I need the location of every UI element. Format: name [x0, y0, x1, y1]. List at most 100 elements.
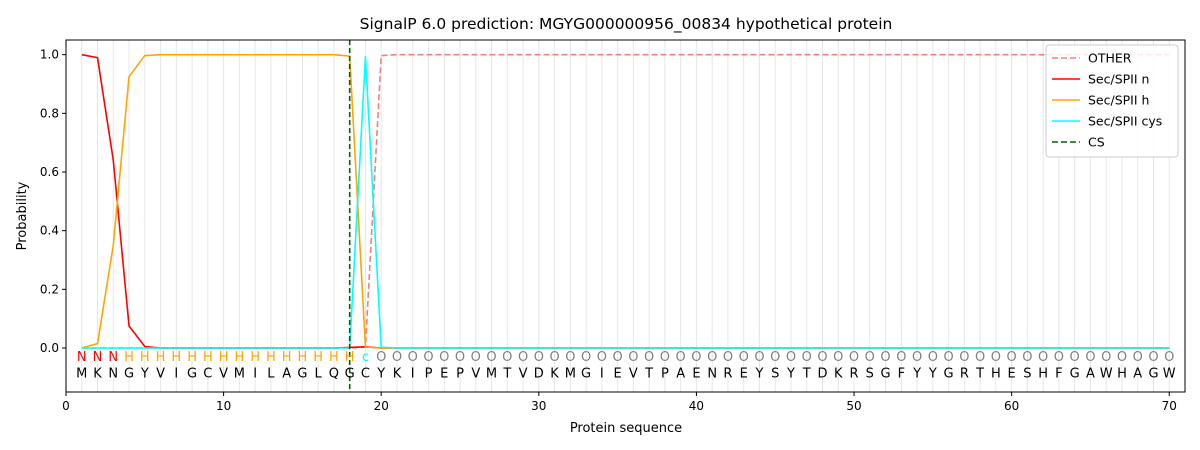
axes-frame [65, 39, 1186, 393]
region-label: O [1085, 350, 1095, 365]
y-tick-label: 0.4 [40, 224, 59, 238]
sequence-letter: W [1100, 366, 1113, 381]
region-label: O [1054, 350, 1064, 365]
sequence-letter: I [411, 366, 415, 381]
region-label: O [455, 350, 465, 365]
sequence-letter: Y [912, 366, 921, 381]
sequence-letter: H [1038, 366, 1048, 381]
region-label: O [1022, 350, 1032, 365]
sequence-letter: K [393, 366, 402, 381]
region-label: H [140, 350, 150, 365]
x-tick-label: 0 [62, 399, 70, 413]
region-label: O [502, 350, 512, 365]
sequence-letter: T [502, 366, 511, 381]
region-label: O [534, 350, 544, 365]
region-label: O [991, 350, 1001, 365]
sequence-letter: G [345, 366, 355, 381]
sequence-letter: P [661, 366, 669, 381]
x-tick-label: 30 [531, 399, 546, 413]
sequence-letter: D [817, 366, 827, 381]
sequence-letter: G [187, 366, 197, 381]
region-label: O [1038, 350, 1048, 365]
sequence-letter: G [1070, 366, 1080, 381]
legend-entry: CS [1088, 135, 1105, 150]
region-label: O [707, 350, 717, 365]
sequence-letter: M [234, 366, 245, 381]
sequence-letter: A [282, 366, 291, 381]
y-tick-label: 1.0 [40, 48, 59, 62]
region-label: O [1133, 350, 1143, 365]
region-label: O [959, 350, 969, 365]
region-label: O [644, 350, 654, 365]
sequence-letter: C [361, 366, 370, 381]
sequence-letter: G [297, 366, 307, 381]
sequence-letter: M [486, 366, 497, 381]
sequence-letter: I [174, 366, 178, 381]
region-label: O [817, 350, 827, 365]
region-label: O [613, 350, 623, 365]
sequence-letter: H [1117, 366, 1127, 381]
y-tick-label: 0.8 [40, 106, 59, 120]
sequence-letter: E [440, 366, 448, 381]
sequence-letter: A [676, 366, 685, 381]
sequence-letter: Y [928, 366, 937, 381]
region-label: N [93, 350, 103, 365]
sequence-letter: G [881, 366, 891, 381]
region-label: H [298, 350, 308, 365]
region-label: H [234, 350, 244, 365]
x-tick-label: 20 [374, 399, 389, 413]
x-axis-label: Protein sequence [570, 421, 682, 436]
sequence-letter: S [866, 366, 874, 381]
sequence-letter: K [834, 366, 843, 381]
sequence-letter: R [723, 366, 732, 381]
sequence-letter: L [315, 366, 323, 381]
sequence-letter: T [644, 366, 653, 381]
region-label: O [376, 350, 386, 365]
sequence-letter: G [581, 366, 591, 381]
region-label: O [628, 350, 638, 365]
sequence-letter: N [108, 366, 118, 381]
region-label: H [313, 350, 323, 365]
sequence-letter: M [565, 366, 576, 381]
y-tick-label: 0.0 [40, 341, 59, 355]
y-tick-label: 0.2 [40, 282, 59, 296]
region-label: O [392, 350, 402, 365]
sequence-letter: C [203, 366, 212, 381]
legend-entry: Sec/SPII h [1088, 93, 1149, 108]
region-label: O [1101, 350, 1111, 365]
sequence-letter: Y [786, 366, 795, 381]
region-label: O [849, 350, 859, 365]
region-label: O [597, 350, 607, 365]
sequence-letter: V [471, 366, 480, 381]
sequence-letter: A [1086, 366, 1095, 381]
region-label: O [565, 350, 575, 365]
sequence-letter: R [960, 366, 969, 381]
sequence-letter: K [93, 366, 102, 381]
region-label: O [439, 350, 449, 365]
region-label: O [786, 350, 796, 365]
region-label: O [865, 350, 875, 365]
sequence-letter: V [219, 366, 228, 381]
sequence-letter: Y [376, 366, 385, 381]
region-label: O [928, 350, 938, 365]
sequence-letter: W [1163, 366, 1176, 381]
region-label: O [975, 350, 985, 365]
region-label: H [266, 350, 276, 365]
sequence-letter: K [550, 366, 559, 381]
region-label: O [770, 350, 780, 365]
region-label: O [676, 350, 686, 365]
sequence-letter: Q [329, 366, 339, 381]
region-label: O [723, 350, 733, 365]
sequence-letter: M [76, 366, 87, 381]
sequence-letter: E [614, 366, 622, 381]
chart-title: SignalP 6.0 prediction: MGYG000000956_00… [360, 15, 893, 34]
sequence-letter: G [944, 366, 954, 381]
sequence-letter: L [267, 366, 275, 381]
sequence-letter: I [253, 366, 257, 381]
sequence-letter: V [629, 366, 638, 381]
region-label: O [691, 350, 701, 365]
legend-entry: Sec/SPII n [1088, 72, 1149, 87]
region-label: O [833, 350, 843, 365]
